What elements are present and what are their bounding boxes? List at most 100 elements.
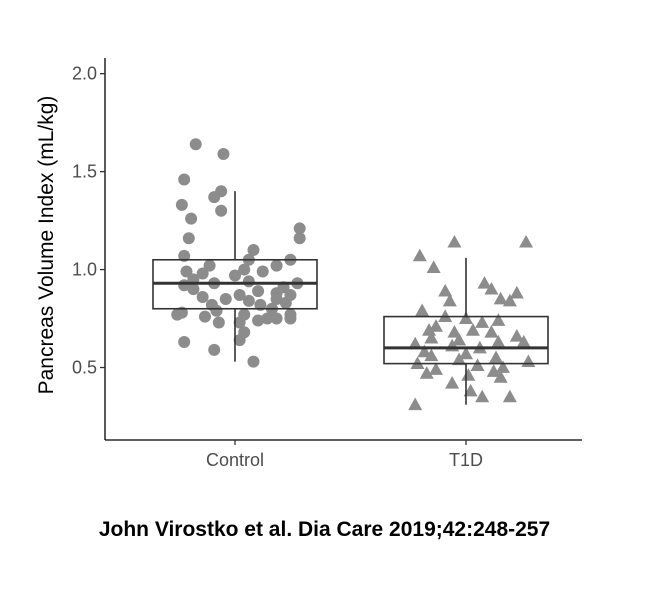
data-point-t1d xyxy=(424,330,439,344)
x-tick-label-control: Control xyxy=(206,450,264,470)
data-point-control xyxy=(252,285,265,298)
data-point-control xyxy=(254,298,267,311)
data-point-t1d xyxy=(452,352,467,366)
data-point-t1d xyxy=(419,366,434,379)
data-point-t1d xyxy=(489,350,504,364)
data-point-control xyxy=(198,310,211,323)
data-point-control xyxy=(284,312,297,325)
data-point-control xyxy=(256,265,269,278)
data-point-control xyxy=(242,275,255,288)
data-point-control xyxy=(270,259,283,272)
data-point-t1d xyxy=(459,311,473,324)
data-point-control xyxy=(233,289,246,302)
data-point-control xyxy=(270,312,283,325)
data-point-t1d xyxy=(493,370,508,383)
data-point-t1d xyxy=(438,309,453,322)
data-point-control xyxy=(185,212,198,225)
axes-layer: 0.5 1.0 1.5 2.0 Control T1D xyxy=(72,58,582,470)
data-point-control xyxy=(293,232,306,245)
data-point-t1d xyxy=(521,354,536,368)
data-point-control xyxy=(279,296,292,309)
data-point-control xyxy=(233,316,246,329)
data-point-control xyxy=(180,265,193,278)
data-point-control xyxy=(212,316,225,329)
data-point-t1d xyxy=(484,281,499,295)
citation-text: John Virostko et al. Dia Care 2019;42:24… xyxy=(98,518,551,541)
data-point-t1d xyxy=(408,336,423,350)
data-point-t1d xyxy=(516,334,531,348)
data-point-t1d xyxy=(493,291,508,305)
y-tick-label: 1.0 xyxy=(72,260,97,280)
data-point-control xyxy=(187,283,200,296)
y-tick-label: 0.5 xyxy=(72,358,97,378)
data-point-control xyxy=(196,267,209,280)
data-point-control xyxy=(229,269,241,282)
data-point-t1d xyxy=(447,325,462,338)
data-point-t1d xyxy=(475,389,490,403)
data-point-t1d xyxy=(477,276,492,289)
data-point-control xyxy=(215,204,228,217)
x-tick-label-t1d: T1D xyxy=(449,450,483,470)
data-point-control xyxy=(196,290,209,303)
data-point-control xyxy=(261,312,274,325)
data-point-t1d xyxy=(465,323,480,336)
data-point-t1d xyxy=(486,364,501,377)
data-point-t1d xyxy=(408,397,423,411)
data-point-t1d xyxy=(509,285,524,299)
data-point-control xyxy=(270,292,283,305)
data-point-t1d xyxy=(470,358,485,371)
y-tick-label: 1.5 xyxy=(72,162,97,182)
data-point-control xyxy=(208,191,221,204)
data-point-control xyxy=(178,173,191,186)
data-point-control xyxy=(252,314,265,327)
data-point-control xyxy=(175,198,188,211)
data-point-t1d xyxy=(428,319,443,332)
data-point-control xyxy=(217,147,230,160)
data-point-t1d xyxy=(495,360,510,373)
y-axis-title: Pancreas Volume Index (mL/kg) xyxy=(35,96,58,395)
data-point-control xyxy=(208,343,221,356)
data-point-control xyxy=(238,263,251,276)
data-point-t1d xyxy=(502,293,517,307)
data-point-control xyxy=(242,294,255,307)
data-point-t1d xyxy=(422,323,437,336)
data-point-control xyxy=(178,336,191,349)
data-point-control xyxy=(210,304,223,317)
data-point-t1d xyxy=(428,362,443,375)
data-point-t1d xyxy=(412,248,427,262)
data-point-t1d xyxy=(463,383,478,397)
data-point-control xyxy=(293,222,306,235)
data-point-control xyxy=(219,292,232,305)
data-point-t1d xyxy=(426,260,441,274)
box-plots-layer xyxy=(152,191,549,405)
box-t1d xyxy=(383,315,549,365)
data-point-t1d xyxy=(415,303,430,317)
data-point-control xyxy=(233,334,246,347)
data-point-t1d xyxy=(459,346,473,360)
data-point-t1d xyxy=(417,344,432,358)
data-point-t1d xyxy=(491,313,506,326)
data-point-control xyxy=(171,308,184,321)
data-point-t1d xyxy=(438,283,453,297)
data-point-t1d xyxy=(484,325,499,338)
data-point-control xyxy=(189,138,202,151)
data-point-t1d xyxy=(424,348,439,362)
data-point-t1d xyxy=(519,234,534,248)
data-point-control xyxy=(247,355,260,368)
data-point-t1d xyxy=(475,315,490,328)
data-point-t1d xyxy=(452,332,467,346)
data-point-t1d xyxy=(447,234,462,248)
pancreas-volume-boxplot: 0.5 1.0 1.5 2.0 Control T1D Pancreas Volume I… xyxy=(35,58,582,470)
data-point-t1d xyxy=(442,293,457,307)
data-point-t1d xyxy=(461,368,476,381)
data-point-t1d xyxy=(445,375,460,389)
data-point-t1d xyxy=(502,389,517,403)
data-point-control xyxy=(182,232,195,245)
data-point-control xyxy=(247,243,260,256)
y-tick-label: 2.0 xyxy=(72,64,97,84)
data-point-control xyxy=(178,249,191,262)
data-point-control xyxy=(203,259,216,272)
data-point-t1d xyxy=(410,356,425,369)
data-points-layer xyxy=(171,138,536,411)
data-point-t1d xyxy=(491,334,506,348)
